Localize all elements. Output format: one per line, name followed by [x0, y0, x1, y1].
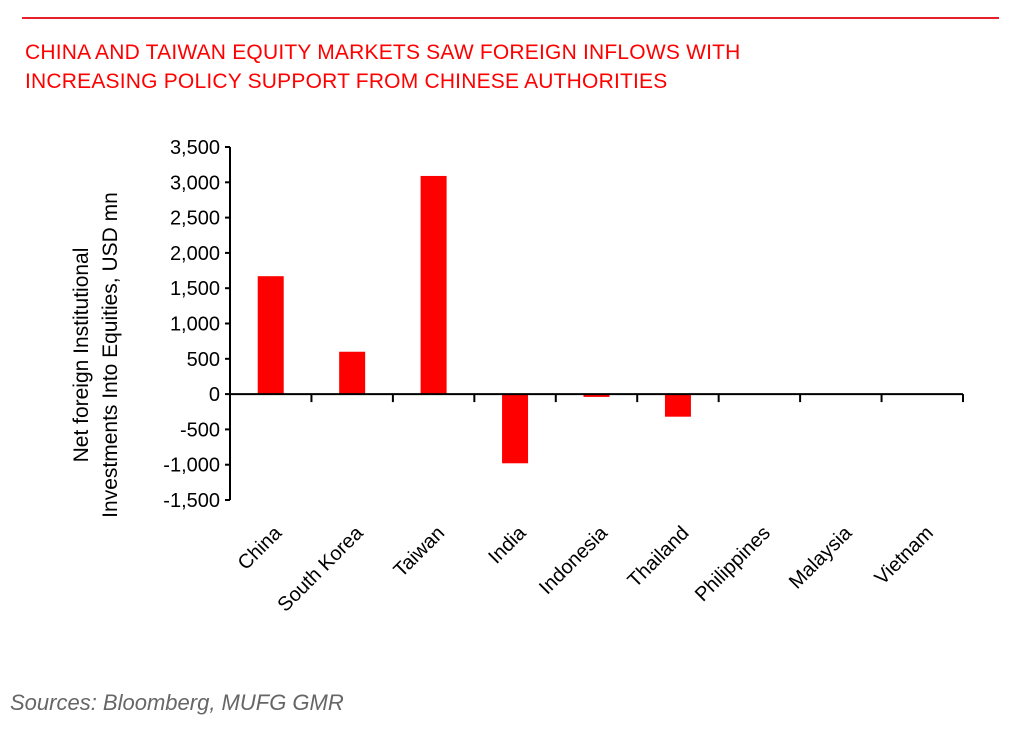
y-axis-label-line-1: Net foreign Institutional	[70, 248, 93, 463]
x-tick-label: South Korea	[274, 521, 369, 616]
y-tick-label: -1,000	[163, 455, 220, 477]
y-tick-label: 3,500	[170, 137, 220, 159]
x-tick-label: China	[234, 521, 287, 574]
y-axis-label-line-2: Investments Into Equities, USD mn	[99, 192, 122, 518]
x-tick-label: Vietnam	[871, 522, 938, 589]
x-tick-label: Taiwan	[390, 522, 450, 582]
x-tick-label: Philippines	[691, 522, 775, 606]
y-tick-label: 3,000	[170, 172, 220, 194]
y-tick-label: 500	[187, 349, 220, 371]
y-tick-label: 2,000	[170, 243, 220, 265]
y-tick-label: 2,500	[170, 208, 220, 230]
chart-title: CHINA AND TAIWAN EQUITY MARKETS SAW FORE…	[25, 38, 741, 96]
y-tick-label: 1,000	[170, 314, 220, 336]
bar-china	[257, 276, 284, 395]
x-tick-label: Indonesia	[535, 521, 613, 599]
y-tick-label: -500	[180, 419, 220, 441]
bar-india	[502, 394, 529, 464]
bar-indonesia	[583, 394, 610, 397]
y-tick-label: 1,500	[170, 278, 220, 300]
title-line-1: CHINA AND TAIWAN EQUITY MARKETS SAW FORE…	[25, 41, 741, 64]
y-tick-label: 0	[209, 384, 220, 406]
bar-south-korea	[339, 351, 366, 395]
x-tick-label: Malaysia	[785, 521, 857, 593]
sources-note: Sources: Bloomberg, MUFG GMR	[10, 690, 344, 715]
x-tick-label: India	[484, 521, 531, 568]
bar-taiwan	[420, 175, 447, 395]
y-tick-label: -1,500	[163, 490, 220, 512]
bar-thailand	[664, 394, 691, 417]
top-rule	[22, 17, 999, 19]
title-line-2: INCREASING POLICY SUPPORT FROM CHINESE A…	[25, 70, 668, 93]
x-tick-label: Thailand	[624, 522, 694, 592]
